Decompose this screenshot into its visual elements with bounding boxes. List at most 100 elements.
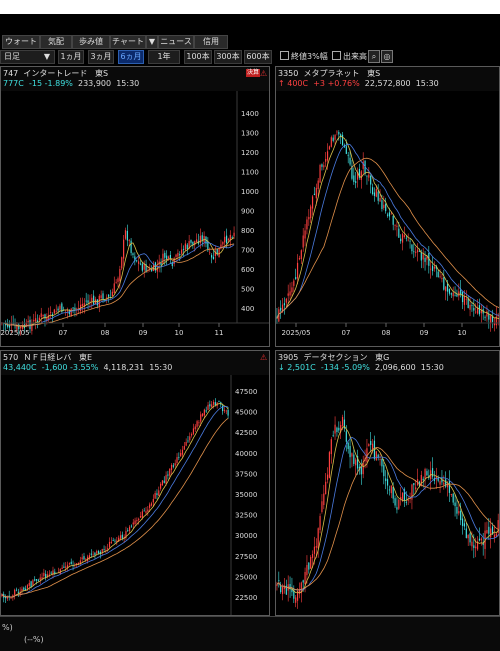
candle-body bbox=[59, 568, 61, 574]
status-line-1: %) bbox=[2, 623, 13, 632]
x-tick-label: 11 bbox=[215, 329, 224, 337]
ma-long-line bbox=[1, 417, 229, 598]
candle-body bbox=[4, 596, 7, 599]
candle-body bbox=[113, 283, 115, 294]
panel-header: 747 インタートレード 東S 777C -15 -1.89% 233,900 … bbox=[1, 67, 269, 91]
tab-news[interactable]: ニュース bbox=[158, 35, 194, 49]
candle-body bbox=[293, 280, 295, 286]
candle-body bbox=[70, 561, 72, 565]
stock-title: 570 ＮＦ日経レバ 東E bbox=[3, 353, 93, 362]
candle-body bbox=[196, 239, 198, 243]
candle-body bbox=[224, 236, 226, 243]
candle-body bbox=[223, 410, 226, 412]
candle-body bbox=[83, 556, 85, 560]
candle-body bbox=[121, 257, 123, 269]
candles bbox=[276, 410, 499, 609]
period-select[interactable]: 日足 ▼ bbox=[0, 50, 55, 64]
range-300-button[interactable]: 300本 bbox=[214, 50, 242, 64]
candle-body bbox=[181, 249, 183, 254]
candle-body bbox=[15, 589, 18, 591]
candle-body bbox=[323, 165, 325, 168]
candle-body bbox=[160, 483, 162, 489]
tab-menu-arrow[interactable]: ▼ bbox=[146, 35, 158, 49]
candle-body bbox=[108, 541, 111, 548]
candle-body bbox=[308, 562, 310, 570]
range-600-button[interactable]: 600本 bbox=[244, 50, 272, 64]
x-tick-label: 2025/05 bbox=[281, 329, 310, 337]
candle-body bbox=[227, 238, 230, 241]
candle-body bbox=[480, 538, 482, 541]
range-6m-button[interactable]: 6ヵ月 bbox=[118, 50, 144, 64]
candle-body bbox=[61, 303, 63, 313]
chart-panel-nf-nikkei-lev[interactable]: 570 ＮＦ日経レバ 東E 43,440C -1,600 -3.55% 4,11… bbox=[0, 350, 270, 616]
candle-body bbox=[33, 319, 35, 322]
candle-body bbox=[23, 324, 25, 329]
candle-body bbox=[61, 567, 63, 570]
candle-body bbox=[121, 534, 123, 539]
tab-watch[interactable]: ウォート bbox=[2, 35, 40, 49]
checkbox-box[interactable] bbox=[280, 51, 289, 60]
candle-body bbox=[196, 421, 198, 427]
range-1m-button[interactable]: 1ヵ月 bbox=[58, 50, 84, 64]
candle-body bbox=[407, 499, 409, 501]
zoom-icon[interactable]: ⌕ bbox=[368, 50, 380, 63]
candle-body bbox=[302, 235, 304, 248]
candle-body bbox=[413, 251, 415, 253]
candle-body bbox=[14, 589, 16, 595]
range-100-button[interactable]: 100本 bbox=[184, 50, 212, 64]
candle-body bbox=[328, 146, 331, 150]
y-tick-label: 42500 bbox=[235, 429, 257, 437]
candle-body bbox=[145, 511, 147, 513]
candle-body bbox=[437, 477, 439, 481]
candle-body bbox=[431, 468, 434, 477]
candle-body bbox=[42, 314, 44, 317]
candle-body bbox=[332, 435, 334, 437]
candle-body bbox=[426, 256, 428, 260]
candle-body bbox=[139, 263, 142, 265]
candle-body bbox=[465, 528, 467, 538]
candle-body bbox=[493, 534, 496, 538]
candle-body bbox=[145, 264, 147, 273]
close-3pct-checkbox[interactable]: 終値3%幅 bbox=[280, 51, 328, 62]
candle-body bbox=[439, 276, 441, 278]
tab-ticks[interactable]: 歩み値 bbox=[72, 35, 110, 49]
candle-body bbox=[88, 555, 91, 559]
candle-body bbox=[207, 241, 209, 251]
candle-body bbox=[96, 551, 98, 554]
y-tick-label: 40000 bbox=[235, 450, 257, 458]
candle-body bbox=[396, 225, 398, 227]
candle-body bbox=[390, 213, 392, 215]
candle-body bbox=[388, 212, 391, 217]
range-1y-button[interactable]: 1年 bbox=[148, 50, 180, 64]
candle-body bbox=[169, 468, 171, 476]
candle-body bbox=[490, 315, 492, 324]
candle-body bbox=[57, 308, 59, 311]
settings-icon[interactable]: ◎ bbox=[381, 50, 393, 63]
chart-panel-datasection[interactable]: 3905 データセクション 東G ↓ 2,501C -134 -5.09% 2,… bbox=[275, 350, 500, 616]
chart-panel-metaplanet[interactable]: 3350 メタプラネット 東S ↑ 400C +3 +0.76% 22,572,… bbox=[275, 66, 500, 347]
volume-checkbox[interactable]: 出来高 bbox=[332, 51, 367, 62]
tab-margin[interactable]: 信用 bbox=[194, 35, 228, 49]
candle-body bbox=[456, 507, 458, 514]
tab-chart[interactable]: チャート bbox=[110, 35, 146, 49]
tab-quote[interactable]: 気配 bbox=[40, 35, 72, 49]
candle-body bbox=[298, 258, 301, 260]
candle-body bbox=[185, 441, 187, 446]
candle-body bbox=[151, 269, 153, 272]
candle-body bbox=[78, 308, 80, 309]
chart-panel-intertrade[interactable]: 747 インタートレード 東S 777C -15 -1.89% 233,900 … bbox=[0, 66, 270, 347]
range-3m-button[interactable]: 3ヵ月 bbox=[88, 50, 114, 64]
candle-body bbox=[330, 137, 332, 147]
candle-body bbox=[415, 487, 417, 490]
candle-body bbox=[469, 304, 471, 310]
checkbox-box[interactable] bbox=[332, 51, 341, 60]
candle-body bbox=[306, 219, 308, 230]
candle-body bbox=[420, 251, 422, 261]
x-tick-label: 2025/05 bbox=[1, 329, 30, 337]
ma-mid-line bbox=[1, 406, 229, 598]
candle-body bbox=[281, 587, 284, 595]
candle-body bbox=[164, 252, 166, 258]
candle-body bbox=[401, 233, 404, 243]
y-tick-label: 27500 bbox=[235, 553, 257, 561]
close-3pct-label: 終値3%幅 bbox=[291, 52, 328, 61]
